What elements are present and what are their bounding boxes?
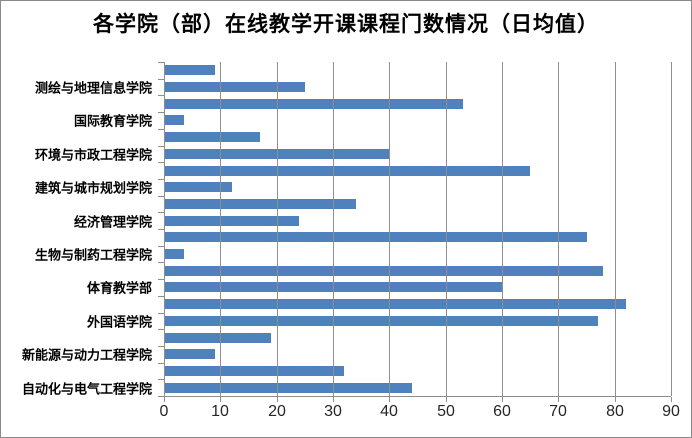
x-tick (164, 397, 165, 402)
y-tick (158, 246, 164, 247)
gridline-80 (615, 62, 616, 396)
x-tick-label: 60 (493, 403, 511, 420)
gridline-90 (671, 62, 672, 396)
bar (164, 315, 598, 326)
x-tick-label: 20 (268, 403, 286, 420)
gridline-50 (446, 62, 447, 396)
category-label: 建筑与城市规划学院 (34, 181, 152, 197)
x-tick (502, 397, 503, 402)
bar (164, 382, 412, 393)
y-tick (158, 62, 164, 63)
bar (164, 365, 344, 376)
y-tick (158, 146, 164, 147)
gridline-40 (389, 62, 390, 396)
category-label: 自动化与电气工程学院 (21, 382, 152, 398)
value-axis-labels: 0 10 20 30 40 50 60 70 80 90 (160, 403, 680, 425)
x-tick-label: 50 (437, 403, 455, 420)
category-label: 外国语学院 (86, 315, 152, 331)
bar (164, 182, 232, 193)
x-axis-ticks (164, 62, 672, 402)
bar (164, 165, 530, 176)
x-tick (389, 397, 390, 402)
y-tick (158, 129, 164, 130)
x-tick (671, 397, 672, 402)
x-tick-label: 80 (606, 403, 624, 420)
category-label: 环境与市政工程学院 (34, 148, 152, 164)
category-axis-labels: 测绘与地理信息学院国际教育学院环境与市政工程学院 建筑与城市规划学院经济管理学院生… (1, 62, 158, 398)
bar (164, 148, 389, 159)
y-tick (158, 363, 164, 364)
bar (164, 132, 260, 143)
y-tick (158, 179, 164, 180)
y-tick (158, 329, 164, 330)
y-axis-ticks (158, 62, 671, 397)
x-axis-line (164, 396, 671, 397)
x-tick (220, 397, 221, 402)
x-tick-label: 40 (380, 403, 398, 420)
y-tick (158, 79, 164, 80)
y-tick (158, 379, 164, 380)
category-label: 测绘与地理信息学院 (34, 81, 152, 97)
gridline-60 (502, 62, 503, 396)
y-tick (158, 95, 164, 96)
x-tick (615, 397, 616, 402)
x-tick-label: 30 (324, 403, 342, 420)
bar (164, 65, 215, 76)
y-tick (158, 396, 164, 397)
grid-layer (164, 62, 672, 396)
bar (164, 82, 305, 93)
y-tick (158, 313, 164, 314)
gridline-20 (277, 62, 278, 396)
category-label: 生物与制药工程学院 (34, 248, 152, 264)
category-label: 经济管理学院 (73, 215, 152, 231)
y-tick (158, 162, 164, 163)
bar (164, 349, 215, 360)
bar (164, 332, 271, 343)
bar (164, 232, 587, 243)
category-label: 体育教学部 (86, 281, 152, 297)
y-tick (158, 196, 164, 197)
bar (164, 265, 603, 276)
y-tick (158, 212, 164, 213)
bar (164, 115, 184, 126)
chart-title: 各学院（部）在线教学开课课程门数情况（日均值） (93, 11, 599, 36)
category-label: 新能源与动力工程学院 (21, 348, 152, 364)
x-tick-label: 90 (662, 403, 680, 420)
y-tick (158, 112, 164, 113)
bar (164, 215, 299, 226)
category-label: 国际教育学院 (73, 114, 152, 130)
y-tick (158, 296, 164, 297)
gridline-30 (333, 62, 334, 396)
y-tick (158, 346, 164, 347)
gridline-10 (220, 62, 221, 396)
bar (164, 98, 463, 109)
x-tick (558, 397, 559, 402)
x-tick-label: 0 (159, 403, 169, 420)
x-tick-label: 70 (549, 403, 567, 420)
y-tick (158, 279, 164, 280)
x-tick-label: 10 (211, 403, 229, 420)
x-tick (333, 397, 334, 402)
y-tick (158, 262, 164, 263)
x-tick (277, 397, 278, 402)
bar (164, 249, 184, 260)
x-tick (446, 397, 447, 402)
bar (164, 299, 626, 310)
y-tick (158, 229, 164, 230)
y-axis-line (164, 62, 165, 396)
plot-area (158, 62, 672, 402)
gridline-70 (558, 62, 559, 396)
bar (164, 198, 356, 209)
